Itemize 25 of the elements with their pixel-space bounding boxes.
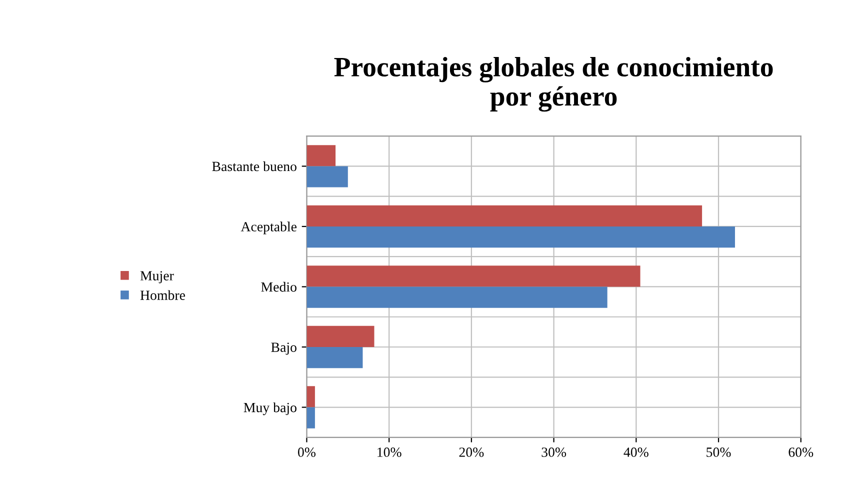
bar [306,386,315,408]
bar [306,326,374,348]
bar [306,266,640,287]
y-tick-label: Bajo [271,342,296,355]
bar [306,407,315,428]
x-tick-label: 0% [298,448,316,457]
chart-title: Procentajes globales de conocimiento por género [334,56,773,112]
bar [306,145,336,166]
x-tick-label: 50% [706,448,731,457]
legend-label: Hombre [140,290,186,300]
y-tick-label: Bastante bueno [212,161,296,172]
bar [306,226,735,248]
y-tick-label: Aceptable [240,222,297,234]
bar [306,286,608,308]
bar [306,205,702,226]
legend-label: Mujer [140,271,174,284]
x-tick-label: 30% [542,448,566,457]
bar [306,347,363,368]
x-tick-label: 60% [788,448,814,457]
y-tick-label: Muy bajo [244,402,296,416]
x-tick-label: 20% [459,448,484,457]
y-tick-label: Medio [261,282,296,292]
bar [306,166,348,188]
x-tick-label: 40% [624,448,648,457]
x-tick-label: 10% [378,448,402,457]
